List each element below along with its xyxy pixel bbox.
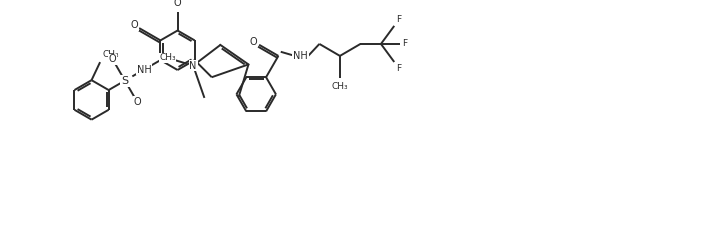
Text: NH: NH bbox=[137, 65, 151, 75]
Text: F: F bbox=[396, 15, 401, 24]
Text: S: S bbox=[121, 76, 129, 86]
Text: CH₃: CH₃ bbox=[331, 82, 348, 91]
Text: CH₃: CH₃ bbox=[159, 53, 176, 62]
Text: O: O bbox=[109, 54, 116, 64]
Text: NH: NH bbox=[293, 51, 308, 61]
Text: O: O bbox=[131, 20, 138, 30]
Text: O: O bbox=[174, 0, 181, 8]
Text: O: O bbox=[250, 37, 258, 47]
Text: CH₃: CH₃ bbox=[103, 50, 119, 59]
Text: O: O bbox=[134, 97, 141, 107]
Text: F: F bbox=[402, 39, 408, 48]
Text: N: N bbox=[189, 61, 197, 71]
Text: F: F bbox=[396, 64, 401, 73]
